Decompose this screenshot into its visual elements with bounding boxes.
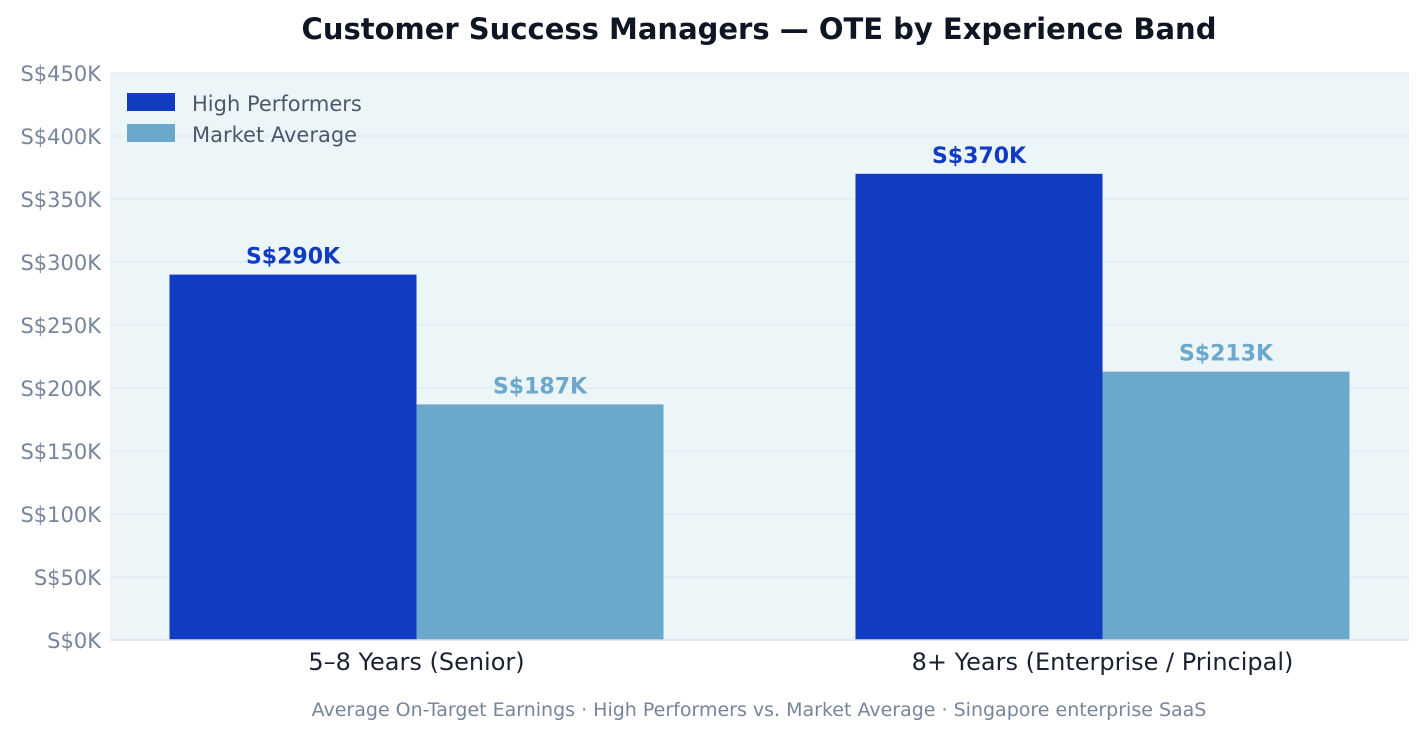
x-tick-label: 8+ Years (Enterprise / Principal) [912,648,1294,676]
y-tick-label: S$200K [20,377,102,401]
y-tick-label: S$400K [20,125,102,149]
legend-label-high-performers: High Performers [192,92,362,116]
x-tick-label: 5–8 Years (Senior) [308,648,524,676]
bar-value-label: S$370K [932,144,1027,169]
y-tick-label: S$50K [34,566,102,590]
y-tick-label: S$100K [20,503,102,527]
legend-swatch-high-performers [127,93,175,111]
legend-label-market-average: Market Average [192,123,357,147]
chart-title: Customer Success Managers — OTE by Exper… [302,12,1217,46]
y-tick-label: S$250K [20,314,102,338]
bar-market-average-0 [416,404,664,640]
bar-high-performers-1 [855,173,1103,641]
y-tick-label: S$450K [20,62,102,86]
x-axis-ticks: 5–8 Years (Senior) 8+ Years (Enterprise /… [308,648,1293,676]
y-tick-label: S$300K [20,251,102,275]
bar-value-labels: S$290K S$187K S$370K S$213K [246,144,1274,400]
bar-value-label: S$187K [493,374,588,399]
legend-swatch-market-average [127,124,175,142]
bars [169,173,1350,641]
chart-subtitle: Average On-Target Earnings · High Perfor… [312,699,1207,721]
y-tick-label: S$0K [47,629,102,653]
bar-value-label: S$290K [246,245,341,270]
bar-value-label: S$213K [1179,342,1274,367]
bar-high-performers-0 [169,274,417,640]
legend: High Performers Market Average [127,92,362,147]
y-axis-ticks: S$0K S$50K S$100K S$150K S$200K S$250K S$300K S… [20,62,102,653]
bar-market-average-1 [1102,371,1350,640]
y-tick-label: S$150K [20,440,102,464]
y-tick-label: S$350K [20,188,102,212]
